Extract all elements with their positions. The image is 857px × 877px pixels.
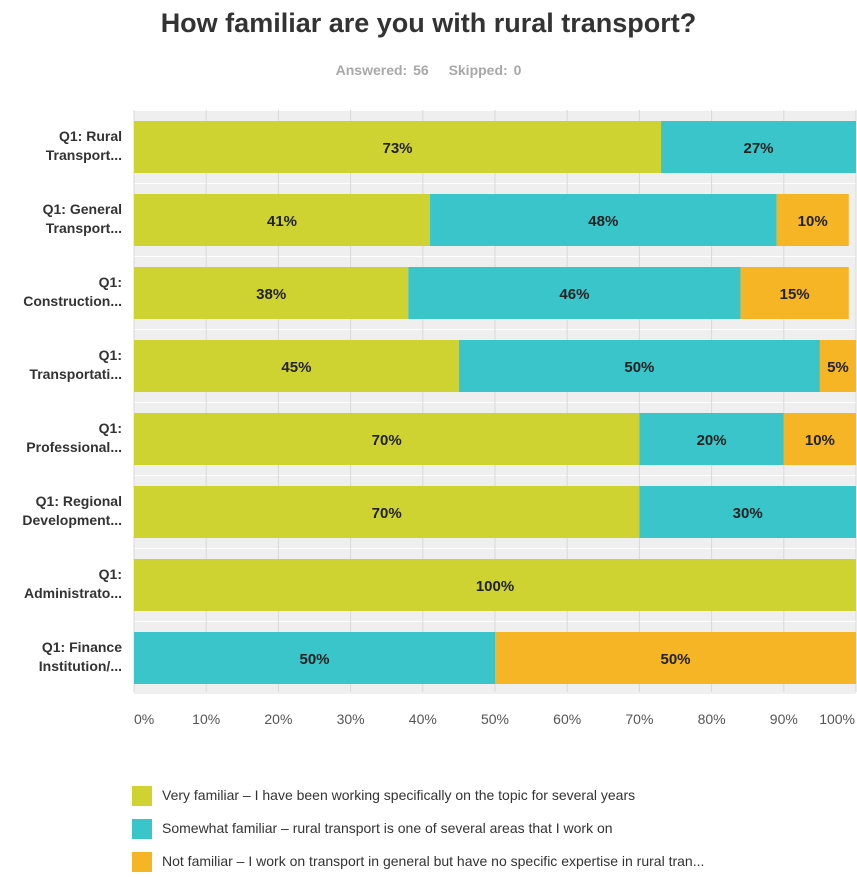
bar-segment-very <box>134 340 459 392</box>
x-tick-label: 50% <box>481 711 509 727</box>
category-label: Transportati... <box>29 366 122 382</box>
answered-count: Answered: 56 <box>335 62 429 78</box>
category-label: Q1: Regional <box>36 493 122 509</box>
data-label: 73% <box>383 140 413 157</box>
x-tick-label: 80% <box>698 711 726 727</box>
category-label: Professional... <box>26 439 122 455</box>
data-label: 38% <box>256 286 286 303</box>
category-label: Q1: <box>99 420 122 436</box>
data-label: 50% <box>660 651 690 668</box>
legend-label: Not familiar – I work on transport in ge… <box>162 853 705 869</box>
data-label: 45% <box>281 359 311 376</box>
category-label: Q1: Finance <box>42 639 122 655</box>
x-tick-label: 100% <box>819 711 855 727</box>
bar-segment-somewhat <box>639 486 856 538</box>
x-tick-label: 70% <box>625 711 653 727</box>
bar-segment-somewhat <box>430 194 777 246</box>
legend-label: Very familiar – I have been working spec… <box>162 787 636 803</box>
x-tick-label: 40% <box>409 711 437 727</box>
data-label: 10% <box>805 432 835 449</box>
legend-swatch <box>132 852 152 872</box>
data-label: 46% <box>559 286 589 303</box>
data-label: 10% <box>798 213 828 230</box>
x-tick-label: 10% <box>192 711 220 727</box>
category-label: Q1: <box>99 566 122 582</box>
x-tick-label: 30% <box>337 711 365 727</box>
bar-segment-not <box>776 194 849 246</box>
category-label: Transport... <box>46 220 122 236</box>
skipped-count: Skipped: 0 <box>448 62 522 78</box>
bar-segment-somewhat <box>134 632 495 684</box>
chart-title: How familiar are you with rural transpor… <box>160 8 697 38</box>
category-label: Administrato... <box>24 585 122 601</box>
legend-label: Somewhat familiar – rural transport is o… <box>162 820 613 836</box>
category-label: Q1: General <box>43 201 122 217</box>
bar-segment-not <box>783 413 856 465</box>
bar-segment-not <box>740 267 849 319</box>
category-label: Institution/... <box>39 658 122 674</box>
data-label: 15% <box>780 286 810 303</box>
bar-segment-very <box>134 267 409 319</box>
category-label: Construction... <box>23 293 122 309</box>
data-label: 27% <box>744 140 774 157</box>
bar-segment-not <box>495 632 856 684</box>
legend-swatch <box>132 819 152 839</box>
bar-segment-somewhat <box>639 413 784 465</box>
bar-segment-somewhat <box>661 121 856 173</box>
bar-segment-very <box>134 486 640 538</box>
data-label: 50% <box>624 359 654 376</box>
data-label: 100% <box>476 578 514 595</box>
category-label: Q1: <box>99 274 122 290</box>
category-label: Transport... <box>46 147 122 163</box>
data-label: 50% <box>299 651 329 668</box>
category-label: Q1: Rural <box>59 128 122 144</box>
data-label: 48% <box>588 213 618 230</box>
data-label: 30% <box>733 505 763 522</box>
bar-segment-very <box>134 121 662 173</box>
bar-segment-very <box>134 413 640 465</box>
bar-segment-not <box>819 340 856 392</box>
stacked-bar-chart: 73% 27% Q1: Rural Transport... 41% 48% 10% Q1: … <box>22 110 857 727</box>
bar-segment-somewhat <box>408 267 741 319</box>
bar-segment-somewhat <box>458 340 820 392</box>
data-label: 70% <box>372 432 402 449</box>
category-label: Q1: <box>99 347 122 363</box>
data-label: 70% <box>372 505 402 522</box>
data-label: 41% <box>267 213 297 230</box>
x-tick-label: 90% <box>770 711 798 727</box>
category-label: Development... <box>22 512 122 528</box>
x-tick-label: 0% <box>134 711 154 727</box>
bar-segment-very <box>134 559 856 611</box>
x-tick-label: 60% <box>553 711 581 727</box>
x-tick-label: 20% <box>264 711 292 727</box>
legend-swatch <box>132 786 152 806</box>
response-stats: Answered: 56 Skipped: 0 <box>0 62 857 78</box>
bar-segment-very <box>134 194 431 246</box>
data-label: 5% <box>827 359 849 376</box>
data-label: 20% <box>697 432 727 449</box>
